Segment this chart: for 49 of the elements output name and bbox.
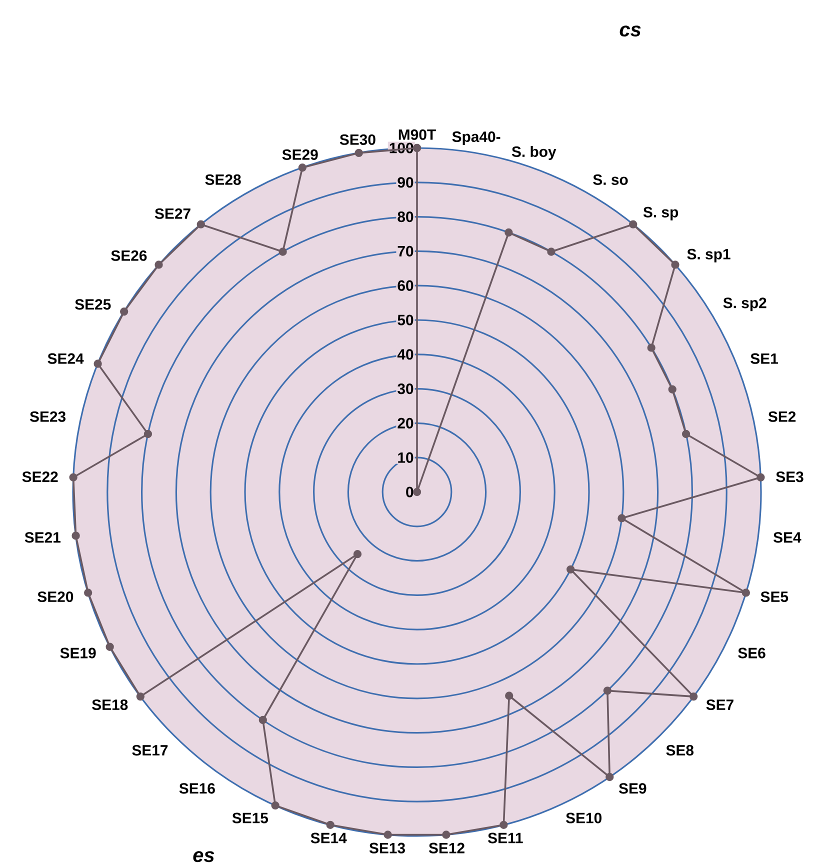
spoke-label: SE22 [22, 472, 58, 482]
spoke-label: SE13 [369, 842, 405, 854]
spoke-label: SE23 [30, 411, 66, 422]
y-tick-label: 0 [406, 486, 414, 498]
spoke-label: SE3 [776, 472, 804, 482]
spoke-label: S. boy [512, 146, 556, 160]
spoke-label: SE4 [774, 532, 802, 543]
spoke-label: SE26 [111, 250, 147, 261]
text: cs [620, 26, 641, 36]
spoke-label: S. sp2 [723, 298, 766, 312]
spoke-label: SE20 [38, 591, 74, 602]
spoke-label: S. sp [643, 206, 678, 220]
spoke-label: SE9 [618, 783, 646, 794]
spoke-label: SE24 [48, 353, 84, 364]
spoke-label: SE15 [232, 812, 268, 824]
spoke-label: SE19 [60, 648, 96, 658]
spoke-label: SE8 [666, 744, 694, 756]
spoke-label: S. so [593, 174, 628, 185]
spoke-label: Spa40- [452, 131, 500, 145]
spoke-label: SE7 [706, 699, 734, 710]
spoke-label: SE21 [24, 532, 61, 543]
y-tick-label: 70 [398, 246, 414, 256]
y-tick-label: 10 [398, 452, 414, 463]
spoke-label: SE30 [340, 134, 376, 145]
y-tick-label: 40 [397, 349, 414, 360]
spoke-label: SE25 [75, 299, 111, 310]
y-tick-label: 90 [398, 177, 414, 188]
spoke-label: SE10 [566, 812, 602, 824]
spoke-label: SE29 [282, 149, 318, 160]
spoke-label: SE6 [738, 648, 766, 658]
spoke-label: SE14 [310, 832, 347, 844]
spoke-label: SE28 [205, 174, 241, 185]
y-tick-label: 80 [398, 211, 414, 222]
spoke-label: M90T [398, 129, 436, 140]
spoke-label: S. sp1 [687, 248, 730, 262]
spoke-label: SE27 [154, 208, 190, 219]
text: es [193, 851, 214, 862]
spoke-label: SE2 [768, 411, 796, 422]
y-tick-label: 60 [398, 280, 414, 291]
spoke-label: SE5 [760, 591, 788, 602]
spoke-label: SE18 [92, 699, 128, 710]
y-tick-label: 20 [398, 418, 414, 428]
spoke-label: SE12 [428, 842, 464, 854]
spoke-label: SE11 [488, 832, 523, 844]
y-tick-label: 50 [398, 314, 414, 326]
spoke-label: SE1 [750, 353, 778, 364]
spoke-label: SE16 [179, 783, 215, 794]
y-tick-label: 30 [398, 383, 414, 394]
spoke-label: SE17 [132, 744, 168, 756]
